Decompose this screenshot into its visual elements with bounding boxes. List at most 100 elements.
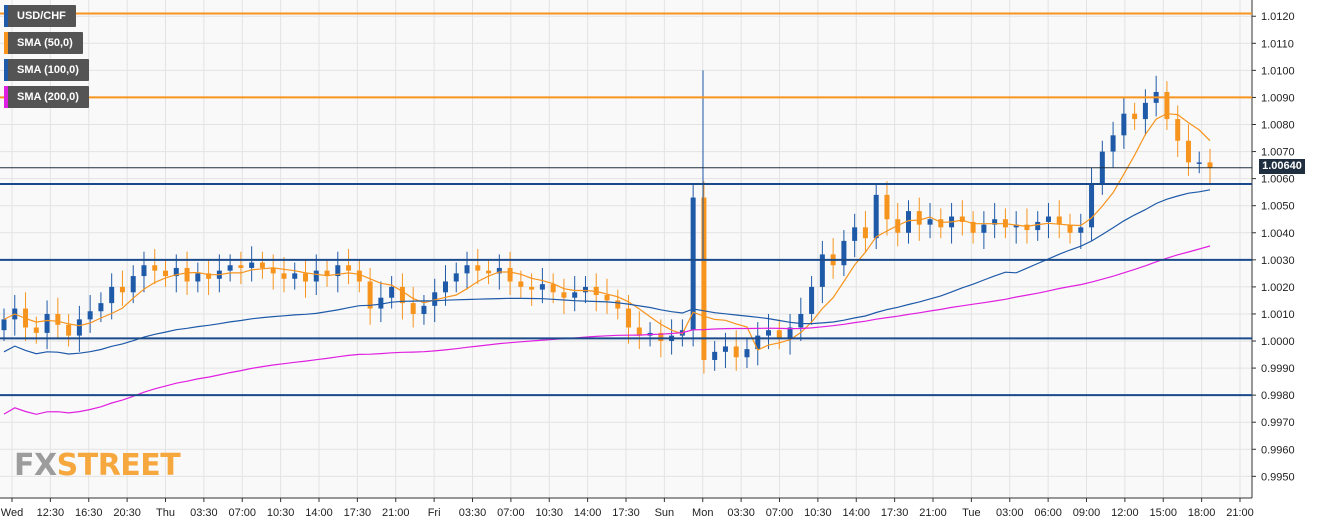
candle-body [119, 286, 125, 293]
x-tick-label: 03:30 [727, 507, 755, 519]
legend-symbol: USD/CHF [4, 5, 76, 27]
y-tick-label: 0.9980 [1261, 390, 1295, 402]
x-tick-label: 07:00 [766, 507, 794, 519]
candle-body [690, 197, 696, 331]
legend-swatch-sma50 [4, 32, 8, 54]
candle-body [324, 270, 330, 277]
x-tick-label: 07:00 [497, 507, 525, 519]
candle-body [712, 351, 718, 360]
candle-body [852, 227, 858, 241]
candle-body [399, 286, 405, 304]
candle-body [841, 240, 847, 266]
candle-body [335, 265, 341, 277]
candle-body [787, 327, 793, 339]
x-tick-label: 21:00 [382, 507, 410, 519]
candle-body [766, 330, 772, 336]
y-tick-label: 1.0040 [1261, 228, 1295, 240]
candle-body [421, 305, 427, 314]
candle-body [658, 332, 664, 342]
y-tick-label: 1.0020 [1261, 282, 1295, 294]
candle-body [884, 194, 890, 220]
candle-body [475, 265, 481, 271]
candle-body [1067, 224, 1073, 233]
candle-body [970, 221, 976, 233]
x-tick-label: 21:00 [919, 507, 947, 519]
candle-body [98, 303, 104, 312]
legend-sma100: SMA (100,0) [4, 59, 89, 81]
candle-body [367, 281, 373, 309]
legend-label-sma50: SMA (50,0) [17, 37, 73, 49]
candle-body [206, 273, 212, 279]
candle-body [507, 267, 513, 282]
candle-body [303, 273, 308, 282]
candle-body [1045, 216, 1051, 222]
y-tick-label: 1.0070 [1261, 147, 1295, 159]
x-tick-label: Wed [1, 507, 23, 519]
candle-body [809, 286, 815, 314]
candle-body [938, 219, 944, 228]
candle-body [55, 313, 61, 325]
legend-label-sma200: SMA (200,0) [17, 91, 79, 103]
legend-sma200: SMA (200,0) [4, 86, 89, 108]
x-tick-label: 12:00 [1111, 507, 1139, 519]
candle-body [992, 219, 998, 225]
x-tick-label: 18:00 [1188, 507, 1216, 519]
candle-body [776, 330, 782, 339]
x-tick-label: 14:00 [842, 507, 870, 519]
candle-body [270, 267, 276, 274]
legend-swatch-symbol [4, 5, 8, 27]
x-tick-label: 03:00 [996, 507, 1024, 519]
current-price-label: 1.00640 [1259, 159, 1305, 174]
candle-body [66, 324, 72, 336]
candle-body [1013, 224, 1019, 228]
y-tick-label: 1.0060 [1261, 174, 1295, 186]
fxstreet-logo: FXSTREET [14, 448, 181, 483]
candle-body [33, 327, 39, 333]
candle-body [916, 211, 922, 225]
y-tick-label: 0.9990 [1261, 363, 1295, 375]
x-tick-label: 03:30 [190, 507, 218, 519]
candle-body [1142, 102, 1148, 120]
x-tick-label: 14:00 [574, 507, 602, 519]
candle-body [701, 197, 707, 360]
candle-body [550, 284, 556, 293]
y-tick-label: 1.0010 [1261, 309, 1295, 321]
candle-body [604, 295, 610, 301]
candle-body [959, 216, 965, 222]
candle-body [356, 270, 362, 282]
x-tick-label: 17:30 [344, 507, 372, 519]
x-tick-label: Thu [156, 507, 175, 519]
y-tick-label: 1.0050 [1261, 201, 1295, 213]
candle-body [1185, 140, 1191, 163]
candle-body [572, 292, 578, 298]
candle-body [636, 327, 642, 336]
candle-body [1121, 113, 1127, 136]
candle-body [906, 211, 911, 233]
candle-body [529, 286, 535, 290]
candle-body [1024, 224, 1030, 231]
candle-body [1175, 119, 1181, 141]
candle-body [1164, 92, 1170, 120]
candle-body [378, 297, 384, 309]
candle-body [755, 335, 761, 350]
x-tick-label: 16:30 [75, 507, 103, 519]
candle-body [173, 267, 179, 277]
candle-body [259, 262, 265, 268]
candle-body [1132, 113, 1138, 120]
candle-body [292, 273, 298, 279]
candle-body [496, 267, 502, 274]
candle-body [249, 262, 255, 268]
x-tick-label: Mon [692, 507, 713, 519]
sma50-line [3, 113, 1211, 351]
candle-body [442, 281, 448, 293]
x-tick-label: 09:00 [1073, 507, 1101, 519]
y-tick-label: 1.0110 [1261, 38, 1294, 50]
x-tick-label: Fri [428, 507, 441, 519]
y-tick-label: 1.0030 [1261, 255, 1295, 267]
candle-body [313, 270, 319, 282]
legend-label-symbol: USD/CHF [17, 10, 66, 22]
candle-body [163, 270, 169, 277]
candle-body [76, 319, 82, 336]
y-tick-label: 0.9970 [1261, 417, 1295, 429]
